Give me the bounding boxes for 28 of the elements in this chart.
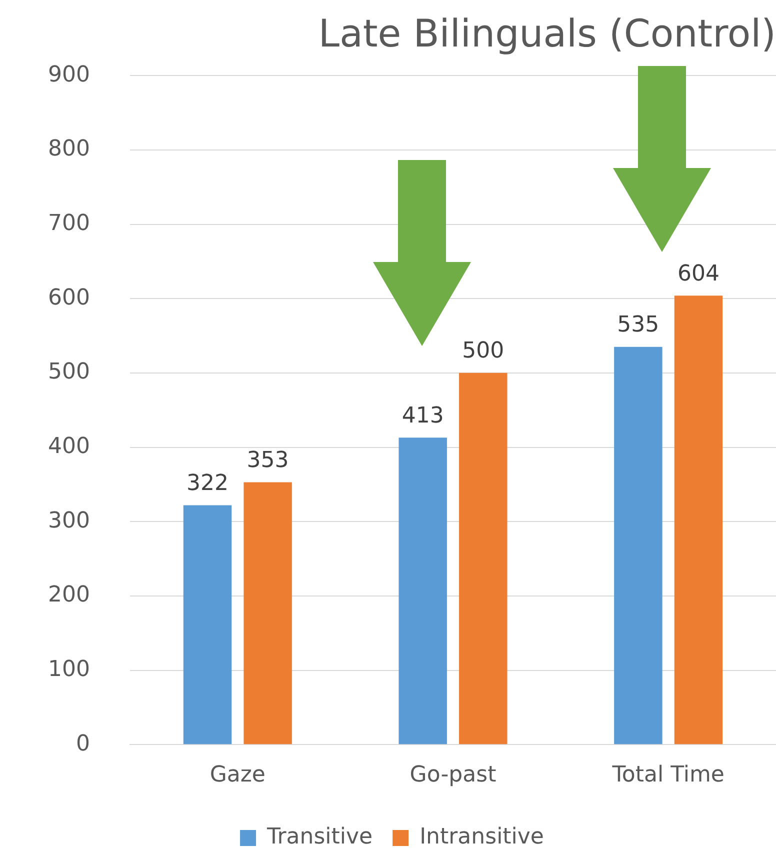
y-tick-label: 900: [48, 62, 90, 88]
y-tick-label: 300: [48, 508, 90, 534]
bar: [459, 372, 508, 744]
bar: [614, 346, 662, 744]
x-tick-label: Total Time: [611, 762, 724, 788]
y-tick-label: 800: [48, 136, 90, 162]
y-tick-label: 0: [76, 731, 90, 756]
data-label: 322: [186, 470, 229, 496]
data-label: 413: [402, 403, 444, 428]
x-tick-label: Go-past: [410, 762, 497, 788]
chart-title: Late Bilinguals (Control): [318, 12, 776, 56]
y-tick-label: 500: [48, 360, 90, 385]
data-label: 604: [677, 261, 720, 286]
data-label: 535: [617, 312, 660, 338]
bar: [183, 505, 232, 744]
data-label: 353: [246, 448, 289, 473]
data-label: 500: [462, 338, 504, 364]
y-tick-label: 600: [48, 285, 90, 310]
y-tick-label: 700: [48, 210, 90, 236]
y-tick-label: 100: [48, 656, 90, 682]
x-tick-label: Gaze: [210, 762, 266, 788]
bar: [244, 482, 292, 744]
y-tick-label: 200: [48, 582, 90, 608]
legend-label: Transitive: [266, 824, 373, 850]
bar: [398, 438, 447, 744]
y-tick-label: 400: [48, 434, 90, 459]
legend-label: Intransitive: [420, 824, 544, 850]
bar: [674, 296, 723, 744]
